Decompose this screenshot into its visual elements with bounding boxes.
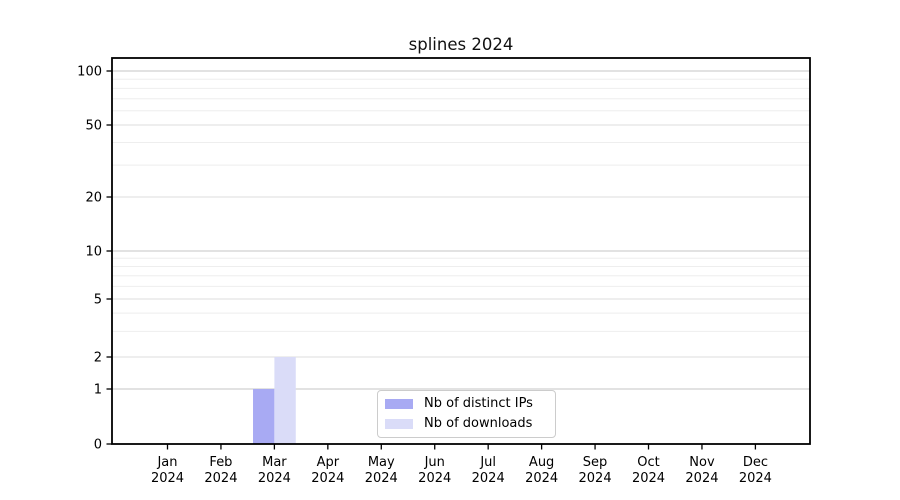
y-tick-label: 10 (85, 245, 102, 260)
x-tick-label-month: Sep (583, 455, 608, 470)
y-tick-label: 50 (85, 119, 102, 134)
legend-label-downloads: Nb of downloads (424, 416, 533, 431)
bar-downloads-mar (274, 357, 296, 444)
x-tick-label-month: Jan (156, 455, 177, 470)
y-tick-label: 100 (77, 65, 102, 80)
y-tick-label: 1 (94, 383, 102, 398)
legend: Nb of distinct IPs Nb of downloads (377, 390, 556, 438)
x-tick-label-month: Apr (317, 455, 340, 470)
y-tick-label: 20 (85, 191, 102, 206)
x-tick-label-month: Nov (689, 455, 715, 470)
legend-swatch-downloads (385, 418, 413, 430)
x-tick-label-year: 2024 (311, 471, 344, 486)
x-tick-label-month: Feb (209, 455, 232, 470)
x-tick-label-year: 2024 (151, 471, 184, 486)
x-tick-label-month: Aug (529, 455, 554, 470)
x-tick-label-year: 2024 (739, 471, 772, 486)
y-tick-label: 5 (94, 293, 102, 308)
x-tick-label-year: 2024 (204, 471, 237, 486)
chart-title: splines 2024 (408, 35, 514, 54)
legend-swatch-distinct-ips (385, 398, 413, 410)
legend-entry-downloads: Nb of downloads (385, 416, 555, 432)
x-tick-label-year: 2024 (685, 471, 718, 486)
y-tick-label: 2 (94, 351, 102, 366)
x-tick-label-year: 2024 (365, 471, 398, 486)
legend-label-distinct-ips: Nb of distinct IPs (424, 396, 533, 411)
x-tick-label-year: 2024 (418, 471, 451, 486)
x-tick-label-year: 2024 (472, 471, 505, 486)
x-tick-label-month: Oct (637, 455, 659, 470)
x-tick-label-year: 2024 (632, 471, 665, 486)
x-tick-label-year: 2024 (579, 471, 612, 486)
x-tick-label-month: Jun (424, 455, 445, 470)
x-tick-label-year: 2024 (258, 471, 291, 486)
x-tick-label-month: Mar (262, 455, 287, 470)
x-tick-label-month: Dec (743, 455, 768, 470)
x-tick-label-month: May (368, 455, 395, 470)
x-tick-label-year: 2024 (525, 471, 558, 486)
x-tick-label-month: Jul (479, 455, 496, 470)
bar-distinct-ips-mar (253, 389, 275, 444)
y-tick-label: 0 (94, 438, 102, 453)
legend-entry-distinct-ips: Nb of distinct IPs (385, 396, 555, 412)
